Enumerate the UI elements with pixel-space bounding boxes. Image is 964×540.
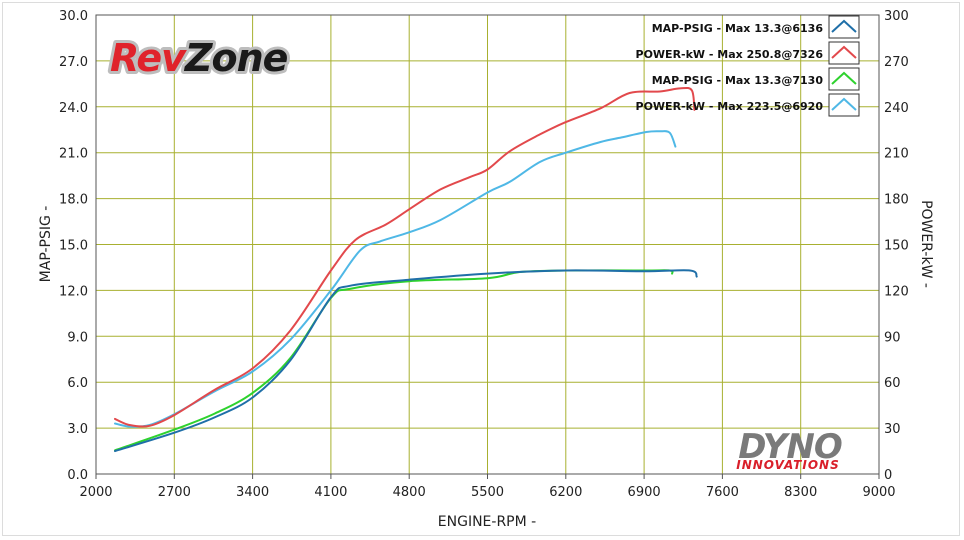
y-left-tick-label: 15.0 — [59, 239, 88, 254]
x-tick-label: 2000 — [79, 485, 112, 500]
y-left-tick-label: 27.0 — [59, 55, 88, 70]
y-right-tick-label: 120 — [884, 284, 909, 299]
logo-rev: Rev — [110, 36, 187, 80]
y-right-tick-label: 180 — [884, 193, 909, 208]
x-tick-label: 7600 — [706, 485, 739, 500]
x-tick-label: 6200 — [549, 485, 582, 500]
legend-label: MAP-PSIG - Max 13.3@6136 — [652, 22, 824, 35]
y-right-tick-label: 0 — [884, 468, 892, 483]
y-left-tick-label: 9.0 — [67, 330, 88, 345]
y-right-tick-label: 300 — [884, 9, 909, 24]
x-tick-label: 8300 — [784, 485, 817, 500]
y-left-tick-label: 24.0 — [59, 101, 88, 116]
y-left-tick-label: 12.0 — [59, 284, 88, 299]
x-tick-label: 2700 — [158, 485, 191, 500]
y-left-tick-label: 21.0 — [59, 147, 88, 162]
revzone-logo: RevZone RevZone — [107, 33, 292, 83]
y-left-tick-label: 3.0 — [67, 422, 88, 437]
x-axis-ticks: 2000 2700 3400 4100 4800 5500 6200 6900 7600 8300… — [79, 474, 896, 500]
legend-label: MAP-PSIG - Max 13.3@7130 — [652, 74, 824, 87]
curve-power-kw-run-1 — [114, 86, 696, 428]
legend-swatch — [828, 41, 860, 65]
y-left-axis-ticks: 0.0 3.0 6.0 9.0 12.0 15.0 18.0 21.0 24.0 27.0 30.0 — [59, 9, 88, 483]
legend: MAP-PSIG - Max 13.3@6136 POWER-kW - Max 2… — [636, 15, 860, 117]
y-left-tick-label: 6.0 — [67, 376, 88, 391]
y-right-tick-label: 210 — [884, 147, 909, 162]
dyno-innovations-logo: DYNO INNOVATIONS — [736, 427, 843, 472]
y-right-tick-label: 90 — [884, 330, 901, 345]
x-tick-label: 3400 — [236, 485, 269, 500]
legend-swatch — [828, 93, 860, 117]
x-tick-label: 4100 — [314, 485, 347, 500]
legend-label: POWER-kW - Max 250.8@7326 — [636, 48, 824, 61]
y-left-axis-title: MAP-PSIG - — [38, 206, 54, 283]
y-right-axis-ticks: 0 30 60 90 120 150 180 210 240 270 300 — [884, 9, 909, 483]
x-axis-title: ENGINE-RPM - — [438, 514, 536, 530]
legend-label: POWER-kW - Max 223.5@6920 — [636, 100, 824, 113]
legend-line-icon — [831, 19, 857, 33]
y-right-tick-label: 150 — [884, 239, 909, 254]
y-right-axis-title: POWER-kW - — [918, 200, 934, 288]
x-tick-label: 6900 — [628, 485, 661, 500]
grid-lines — [96, 15, 879, 474]
legend-line-icon — [831, 97, 857, 111]
curve-map-psig-run-1 — [114, 269, 698, 453]
x-tick-label: 4800 — [393, 485, 426, 500]
y-right-tick-label: 270 — [884, 55, 909, 70]
svg-text:RevZone: RevZone — [110, 36, 288, 80]
legend-line-icon — [831, 71, 857, 85]
y-left-tick-label: 0.0 — [67, 468, 88, 483]
logo-zone: Zone — [184, 36, 288, 80]
y-left-tick-label: 18.0 — [59, 193, 88, 208]
legend-swatch — [828, 67, 860, 91]
logo-dyno: DYNO — [738, 427, 842, 467]
y-right-tick-label: 30 — [884, 422, 901, 437]
y-left-tick-label: 30.0 — [59, 9, 88, 24]
x-tick-label: 9000 — [862, 485, 895, 500]
y-right-tick-label: 60 — [884, 376, 901, 391]
y-right-tick-label: 240 — [884, 101, 909, 116]
logo-innovations: INNOVATIONS — [736, 458, 839, 472]
x-tick-label: 5500 — [471, 485, 504, 500]
data-curves — [114, 86, 698, 453]
legend-line-icon — [831, 45, 857, 59]
svg-text:RevZone: RevZone — [110, 36, 288, 80]
legend-swatch — [828, 15, 860, 39]
